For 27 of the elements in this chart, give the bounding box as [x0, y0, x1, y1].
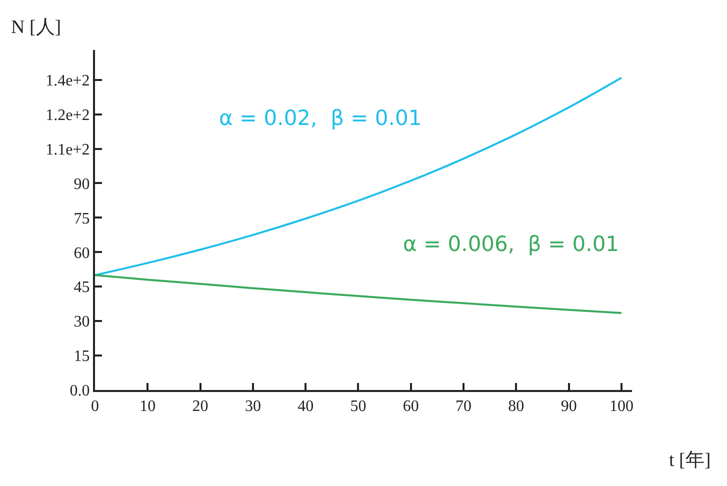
- x-tick-label: 90: [560, 398, 577, 416]
- x-tick-label: 100: [609, 398, 634, 416]
- line-series: [95, 274, 622, 314]
- y-tick-label: 45: [74, 279, 90, 296]
- x-tick-label: 10: [140, 398, 156, 416]
- x-tick-label: 50: [350, 398, 366, 416]
- y-tick-label: 15: [74, 348, 90, 366]
- x-axis-title: t [年]: [669, 450, 711, 471]
- x-tick-label: 20: [192, 398, 208, 416]
- y-tick-label: 30: [74, 314, 90, 331]
- y-tick-label: 1.1e+2: [46, 141, 90, 158]
- x-tick-label: 30: [244, 398, 261, 416]
- y-tick-label: 1.4e+2: [46, 72, 90, 90]
- y-axis-title: N [人]: [11, 17, 62, 38]
- y-tick-label: 1.2e+2: [46, 106, 90, 124]
- line-series: [95, 76, 622, 276]
- y-tick-label: 90: [74, 176, 90, 193]
- text: α = 0.02, β = 0.01: [219, 106, 422, 130]
- x-tick-label: 60: [402, 398, 419, 416]
- x-tick-label: 80: [508, 398, 524, 416]
- text: α = 0.006, β = 0.01: [403, 232, 620, 256]
- x-tick-label: 0: [91, 398, 99, 416]
- y-tick-label: 0.0: [70, 382, 90, 400]
- y-tick-label: 75: [74, 210, 90, 228]
- x-tick-label: 70: [456, 398, 472, 416]
- x-tick-label: 40: [298, 398, 314, 416]
- y-tick-label: 60: [74, 244, 90, 262]
